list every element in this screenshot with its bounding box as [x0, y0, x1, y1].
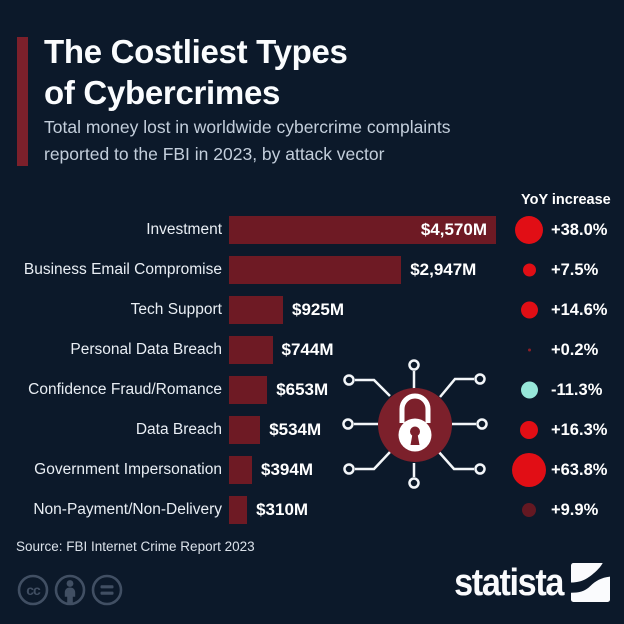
yoy-bubble	[515, 216, 543, 244]
bar-row: Data Breach $534M +16.3%	[0, 410, 624, 450]
cc-glyph: cc	[26, 582, 41, 598]
yoy-value-label: +16.3%	[551, 420, 608, 439]
bar-row: Government Impersonation $394M +63.8%	[0, 450, 624, 490]
bar	[229, 216, 496, 244]
yoy-value-label: -11.3%	[551, 380, 603, 399]
yoy-bubble	[512, 453, 546, 487]
statista-logo-mark	[571, 563, 610, 602]
bar	[229, 456, 252, 484]
padlock-icon	[398, 393, 432, 452]
bar-category-label: Data Breach	[135, 421, 222, 438]
yoy-value-label: +7.5%	[551, 260, 599, 279]
equals-nd-icon[interactable]	[91, 574, 123, 606]
bar	[229, 496, 248, 524]
bar-category-label: Investment	[146, 221, 222, 238]
subtitle-line-2: reported to the FBI in 2023, by attack v…	[44, 144, 385, 164]
subtitle-line-1: Total money lost in worldwide cybercrime…	[44, 117, 451, 137]
statista-logo[interactable]: statista	[442, 563, 610, 602]
yoy-column-header: YoY increase	[521, 192, 611, 208]
yoy-value-label: +63.8%	[551, 460, 608, 479]
circuit-nodes	[342, 359, 488, 489]
yoy-bubble	[520, 421, 538, 439]
bar-value-label: $744M	[281, 340, 334, 359]
bar-row: Confidence Fraud/Romance $653M -11.3%	[0, 370, 624, 410]
person-glyph	[64, 580, 76, 604]
bar	[229, 376, 268, 404]
bar-category-label: Non-Payment/Non-Delivery	[33, 501, 222, 518]
bar-row: Personal Data Breach $744M +0.2%	[0, 330, 624, 370]
bar-category-label: Tech Support	[130, 301, 222, 318]
yoy-value-label: +38.0%	[551, 220, 608, 239]
yoy-bubble	[520, 301, 538, 319]
bar-chart: Investment $4,570M +38.0% Business Email Co…	[0, 210, 624, 530]
yoy-bubble	[520, 381, 538, 399]
yoy-value-label: +0.2%	[551, 340, 599, 359]
bar-value-label: $394M	[261, 460, 313, 479]
bar-row: Tech Support $925M +14.6%	[0, 290, 624, 330]
bar-row: Business Email Compromise $2,947M +7.5%	[0, 250, 624, 290]
yoy-bubble	[527, 348, 531, 352]
equals-glyph	[100, 585, 114, 595]
padlock-circuit-illustration	[342, 359, 488, 489]
cc-icon[interactable]	[17, 574, 49, 606]
title-accent-bar	[17, 37, 28, 166]
bar	[229, 336, 273, 364]
bar-value-label: $4,570M	[420, 220, 487, 239]
title-line-2: of Cybercrimes	[44, 74, 281, 111]
bar	[229, 296, 283, 324]
bar-category-label: Government Impersonation	[34, 461, 222, 478]
yoy-value-label: +9.9%	[551, 500, 599, 519]
title-line-1: The Costliest Types	[44, 33, 348, 70]
page-subtitle: Total money lost in worldwide cybercrime…	[44, 114, 451, 168]
page-title: The Costliest Types of Cybercrimes	[44, 31, 348, 113]
bar-category-label: Confidence Fraud/Romance	[28, 381, 222, 398]
cc-license-icons[interactable]: cc	[15, 572, 141, 608]
bar	[229, 256, 402, 284]
bar-value-label: $534M	[269, 420, 322, 439]
yoy-bubble	[522, 263, 536, 277]
bar-category-label: Business Email Compromise	[23, 261, 222, 278]
bar	[229, 416, 261, 444]
yoy-value-label: +14.6%	[551, 300, 608, 319]
bar-category-label: Personal Data Breach	[70, 341, 222, 358]
bar-row: Investment $4,570M +38.0%	[0, 210, 624, 250]
bar-value-label: $925M	[292, 300, 344, 319]
attribution-person-icon[interactable]	[54, 574, 86, 606]
statista-wordmark: statista	[454, 561, 564, 604]
bar-value-label: $653M	[276, 380, 329, 399]
bar-value-label: $310M	[256, 500, 309, 519]
yoy-bubble	[522, 503, 536, 517]
bar-row: Non-Payment/Non-Delivery $310M +9.9%	[0, 490, 624, 530]
bar-value-label: $2,947M	[410, 260, 477, 279]
circuit-lines	[354, 371, 476, 477]
source-text: Source: FBI Internet Crime Report 2023	[16, 539, 255, 554]
